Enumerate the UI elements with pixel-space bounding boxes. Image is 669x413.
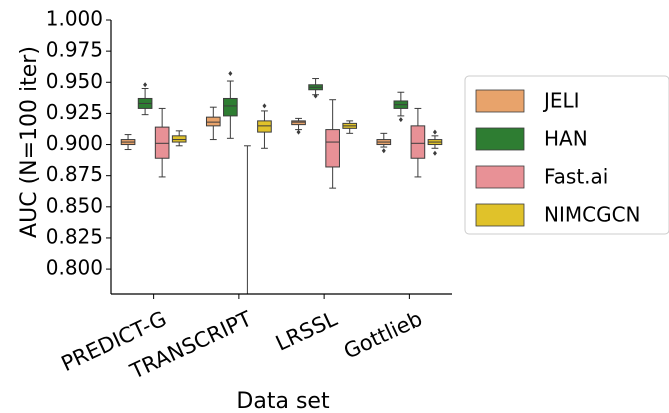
y-tick-label: 1.000 <box>46 7 103 31</box>
box-body <box>223 97 238 117</box>
box-body <box>410 125 426 159</box>
legend-swatch <box>475 203 525 227</box>
outlier-point <box>432 129 437 135</box>
legend-label: JELI <box>542 89 580 113</box>
plot-area <box>120 71 443 294</box>
box-jeli-3 <box>376 132 392 154</box>
box-nimcgcn-1 <box>257 103 272 149</box>
outlier-point <box>313 93 318 99</box>
box-body <box>257 120 272 133</box>
box-body <box>291 120 306 126</box>
box-nimcgcn-3 <box>427 129 443 156</box>
box-jeli-1 <box>205 106 221 141</box>
box-nimcgcn-2 <box>342 120 358 134</box>
legend-swatch <box>475 89 525 113</box>
box-body <box>325 129 340 168</box>
x-axis-title: Data set <box>236 389 330 413</box>
y-tick-label: 0.950 <box>46 69 103 93</box>
box-han-3 <box>393 91 409 123</box>
y-tick-label: 0.875 <box>46 162 103 186</box>
legend-label: HAN <box>544 127 588 151</box>
y-tick-label: 0.925 <box>46 100 103 124</box>
box-fast-ai-2 <box>325 99 340 189</box>
box-body <box>171 135 187 143</box>
y-tick-label: 0.975 <box>46 38 103 62</box>
x-tick-label: Gottlieb <box>340 307 426 364</box>
legend: JELI HAN Fast.ai NIMCGCN <box>464 75 669 235</box>
y-axis-title: AUC (N=100 iter) <box>17 46 42 238</box>
legend-swatch <box>475 165 525 189</box>
x-tick-label: LRSSL <box>272 306 341 355</box>
box-fast-ai-1 <box>243 145 251 294</box>
legend-label: NIMCGCN <box>544 203 641 227</box>
box-nimcgcn-0 <box>171 130 187 147</box>
outlier-point <box>143 82 148 88</box>
y-tick-label: 0.850 <box>46 193 103 217</box>
y-tick-label: 0.900 <box>46 131 103 155</box>
outlier-point <box>398 117 403 123</box>
y-tick-label: 0.825 <box>46 224 103 248</box>
box-body <box>205 116 221 127</box>
legend-swatch <box>475 127 525 151</box>
outlier-point <box>296 129 301 135</box>
outlier-point <box>432 150 437 156</box>
box-han-1 <box>223 71 238 139</box>
box-body <box>154 126 170 159</box>
box-han-0 <box>137 82 153 116</box>
outlier-point <box>228 71 233 77</box>
box-fast-ai-3 <box>410 107 426 178</box>
box-fast-ai-0 <box>154 107 170 178</box>
box-jeli-2 <box>291 117 306 135</box>
y-ticks: 0.800 0.825 0.850 0.875 0.900 0.925 0.950 0.975… <box>46 7 111 280</box>
legend-label: Fast.ai <box>544 165 608 189</box>
box-jeli-0 <box>120 134 136 151</box>
axes <box>110 20 452 295</box>
y-tick-label: 0.800 <box>46 256 103 280</box>
legend-frame <box>464 75 669 235</box>
outlier-point <box>262 103 267 109</box>
outlier-point <box>381 148 386 154</box>
box-han-2 <box>308 78 323 99</box>
